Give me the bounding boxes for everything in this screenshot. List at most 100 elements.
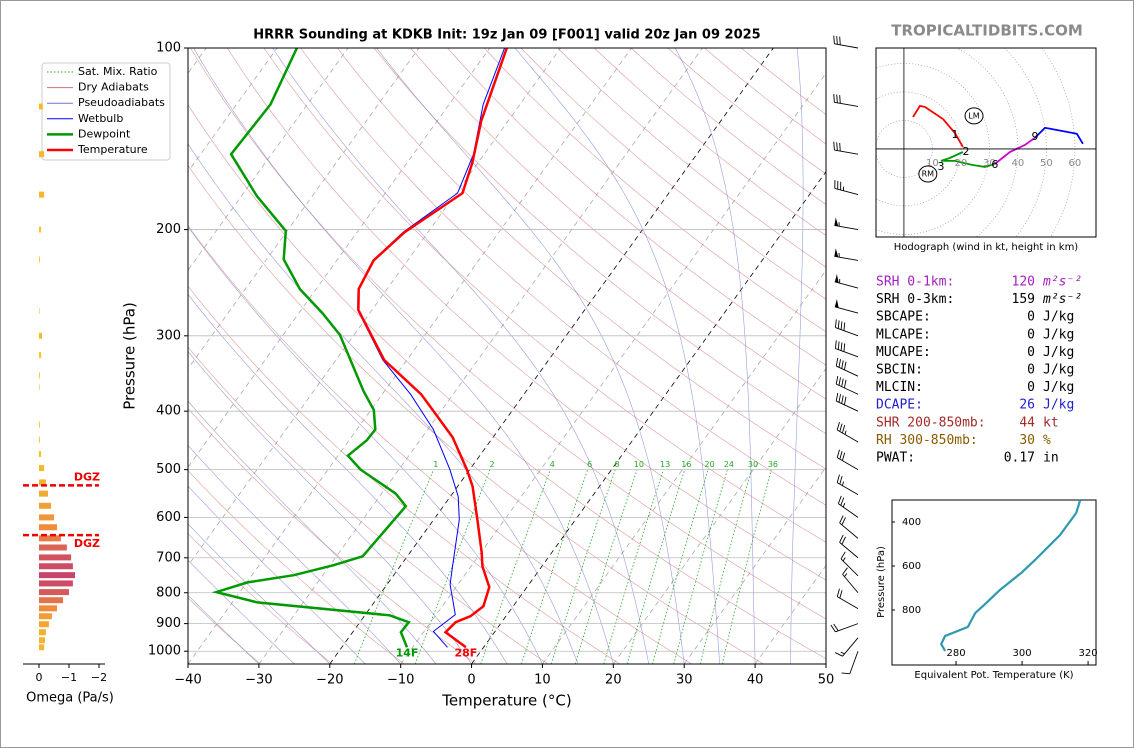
y-tick-label: 500 [156,462,181,477]
x-tick-label: 10 [534,673,551,688]
legend-label: Pseudoadiabats [78,96,165,109]
x-tick-label: 280 [946,648,965,659]
stat-value: 120 [1012,275,1035,290]
storm-motion-marker [964,107,984,125]
hodograph-title: Hodograph (wind in kt, height in km) [894,242,1079,253]
wind-barb-staff [834,319,859,337]
omega-bar [39,535,61,542]
stat-unit: in [1043,451,1059,466]
y-tick-label: 1000 [148,644,181,659]
wind-barb-staff [836,474,859,495]
dry-adiabat [188,597,261,664]
hodograph-ring-label: 60 [1069,158,1082,169]
wind-barb [834,180,859,196]
omega-bar [39,629,46,636]
dry-adiabat [410,48,826,400]
y-tick-label: 700 [156,550,181,565]
surface-label: 28F [454,646,477,659]
wind-barb-staff [836,588,859,610]
stat-unit: J/kg [1043,363,1074,378]
wind-barb [837,495,859,518]
wind-barb [836,474,859,495]
wind-barb-staff [836,421,859,443]
y-tick-label: 300 [156,328,181,343]
y-tick-label: 400 [902,517,921,528]
pseudoadiabat [188,485,366,664]
wind-barb-staff [835,375,859,395]
wind-barb [835,375,859,395]
y-axis-label: Pressure (hPa) [121,302,139,410]
mixing-ratio-label: 16 [681,460,691,469]
omega-bar [39,544,67,551]
wind-barb-staff [833,35,859,49]
wind-barb-flag [834,217,839,227]
height-label: 6 [991,158,998,171]
stat-unit: J/kg [1043,398,1074,413]
stat-label: SRH 0-3km: [876,292,954,307]
wind-barb-staff [830,623,859,633]
stat-label: SRH 0-1km: [876,275,954,290]
omega-bar [39,384,40,391]
stat-label: SBCAPE: [876,310,931,325]
wind-barb [834,319,859,337]
thetae-y-label: Pressure (hPa) [876,546,887,618]
dry-adiabat [300,48,826,506]
dry-adiabat [373,48,826,435]
stat-label: RH 300-850mb: [876,433,978,448]
wind-barb-flag [834,274,839,283]
wind-barb-staff [835,357,859,377]
pseudoadiabat [790,48,804,664]
x-tick-label: 300 [1013,648,1032,659]
chart-title: HRRR Sounding at KDKB Init: 19z Jan 09 [… [253,28,760,43]
mixing-ratio-label: 36 [768,460,778,469]
y-tick-label: 900 [156,616,181,631]
wind-barb-flag [834,299,839,308]
mixing-ratio-line [550,469,616,664]
storm-motion-marker [918,165,938,183]
pseudoadiabat [188,293,508,664]
wind-barb-staff [840,551,859,577]
omega-bar [39,563,73,570]
omega-bar [39,103,43,110]
dgz-label: DGZ [74,470,100,483]
hodograph-ring-label: 40 [1012,158,1025,169]
wind-barb [833,141,859,155]
omega-bar [39,524,57,531]
height-label: 2 [963,145,970,158]
wind-barb [836,588,859,610]
wind-barb [834,274,859,289]
omega-bar [39,597,63,604]
mixing-ratio-line [626,469,686,664]
dry-adiabat [483,48,826,333]
wind-barb [834,217,859,231]
y-tick-label: 800 [902,605,921,616]
omega-bar [39,580,73,587]
x-tick-label: −1 [61,671,77,684]
wind-barb-staff [834,306,859,314]
omega-bar [39,621,49,628]
dry-adiabat [188,407,477,664]
mixing-ratio-line [414,469,491,664]
stat-label: MLCAPE: [876,327,931,342]
isotherm [258,48,703,664]
omega-bar [39,613,52,620]
dry-adiabat [520,48,826,300]
mixing-ratio-line [652,469,709,664]
stat-unit: m²s⁻² [1042,275,1082,290]
hodograph-trace [912,104,964,148]
wind-barb [841,651,859,675]
thetae-x-label: Equivalent Pot. Temperature (K) [914,670,1073,681]
stat-unit: m²s⁻² [1042,292,1082,307]
wind-barb [833,94,859,107]
stat-value: 0 [1027,363,1035,378]
stat-label: MUCAPE: [876,345,931,360]
omega-bar [39,637,45,644]
x-tick-label: 20 [605,673,622,688]
y-tick-label: 200 [156,222,181,237]
wind-barb [835,392,859,412]
wind-barb-staff [833,141,859,155]
dry-adiabat [226,48,826,581]
y-tick-label: 400 [156,404,181,419]
dry-adiabat [190,48,826,620]
